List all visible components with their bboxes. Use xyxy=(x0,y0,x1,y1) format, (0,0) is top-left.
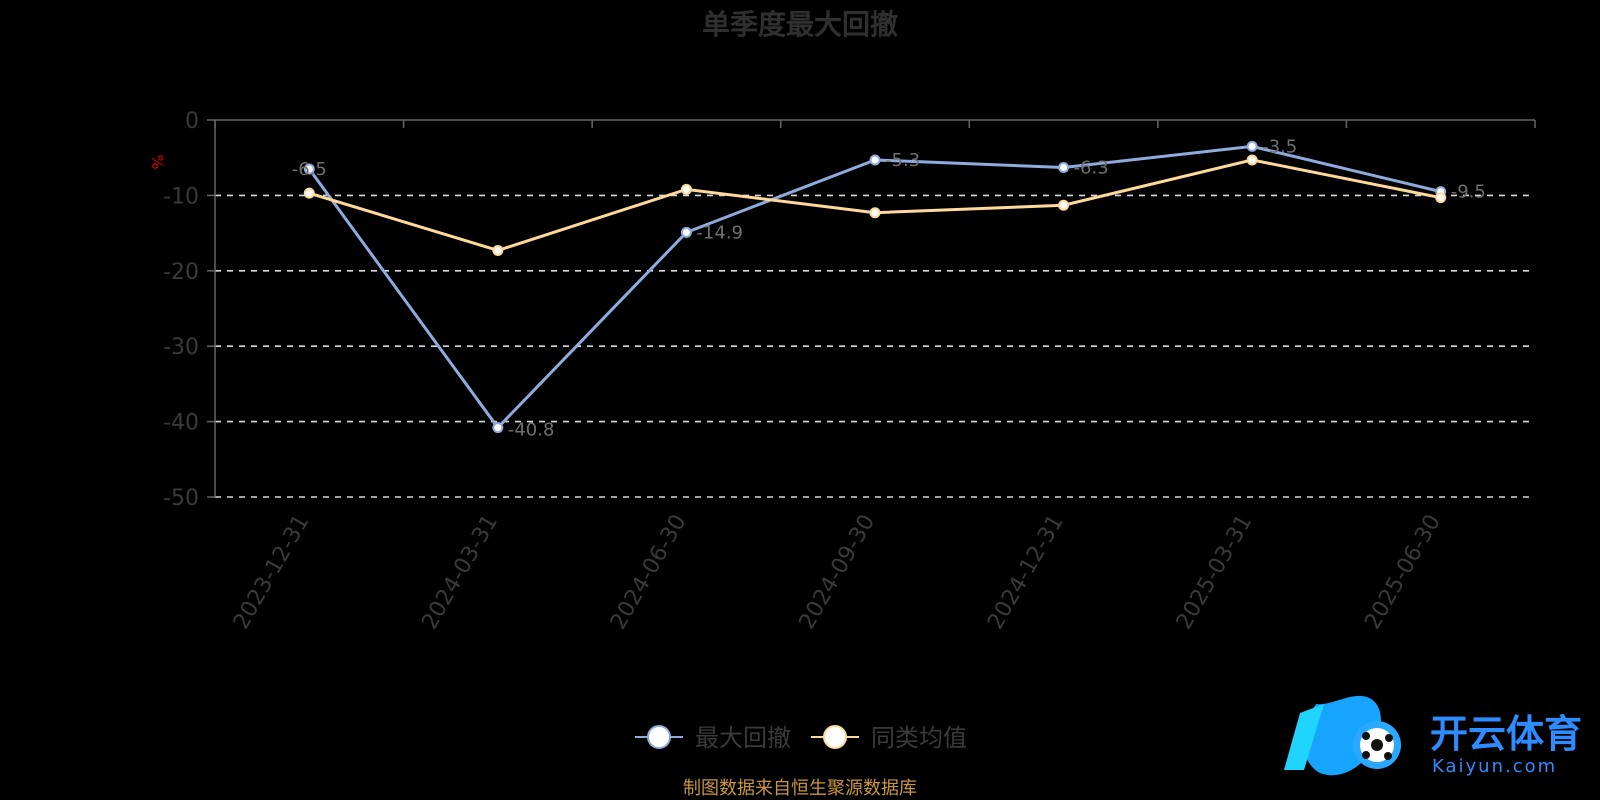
y-axis-unit: % xyxy=(148,154,167,169)
watermark-logo: 开云体育 Kaiyun.com xyxy=(1284,695,1582,777)
data-point xyxy=(869,207,881,219)
data-point xyxy=(492,422,504,434)
data-point xyxy=(869,154,881,166)
watermark-brand-cn: 开云体育 xyxy=(1430,712,1582,756)
legend-item-peer-average: 同类均值 xyxy=(811,724,967,752)
legend: 最大回撤 同类均值 xyxy=(635,724,967,752)
x-tick-label: 2024-06-30 xyxy=(606,511,692,634)
data-label: -40.8 xyxy=(508,420,555,441)
data-label: -3.5 xyxy=(1262,136,1297,157)
x-tick-label: 2025-03-31 xyxy=(1172,511,1258,634)
x-tick-label: 2024-09-30 xyxy=(795,511,881,634)
data-label: -6.3 xyxy=(1074,158,1109,179)
source-note: 制图数据来自恒生聚源数据库 xyxy=(683,778,917,799)
data-point xyxy=(303,187,315,199)
data-point xyxy=(303,163,315,175)
x-tick-label: 2024-03-31 xyxy=(417,511,503,634)
data-point xyxy=(680,183,692,195)
watermark-brand-en: Kaiyun.com xyxy=(1432,756,1557,777)
data-point xyxy=(492,244,504,256)
data-point xyxy=(1246,154,1258,166)
data-point xyxy=(1058,162,1070,174)
data-point xyxy=(1246,140,1258,152)
series-line-peer-average xyxy=(308,158,1442,253)
y-tick-label: -10 xyxy=(163,184,199,209)
y-tick-label: -20 xyxy=(163,260,199,285)
y-tick-label: 0 xyxy=(185,109,199,134)
legend-label: 同类均值 xyxy=(871,724,967,752)
legend-item-max-drawdown: 最大回撤 xyxy=(635,724,791,752)
axis-layer: 0 -10 -20 -30 -40 -50 2023-12-31 2024-03-31 2024… xyxy=(163,109,1536,634)
series-layer xyxy=(303,140,1447,434)
legend-marker xyxy=(647,725,671,749)
chart-title: 单季度最大回撤 xyxy=(702,8,898,41)
x-tick-label: 2023-12-31 xyxy=(229,511,315,634)
y-tick-label: -40 xyxy=(163,411,199,436)
y-tick-label: -50 xyxy=(163,486,199,511)
data-point xyxy=(680,226,692,238)
data-point xyxy=(1435,192,1447,204)
y-tick-label: -30 xyxy=(163,335,199,360)
x-tick-label: 2025-06-30 xyxy=(1360,511,1446,634)
legend-label: 最大回撤 xyxy=(695,724,791,752)
data-label: -5.3 xyxy=(885,150,920,171)
data-label: -9.5 xyxy=(1451,182,1486,203)
legend-marker xyxy=(823,725,847,749)
logo-mark-icon xyxy=(1284,695,1401,776)
data-label: -14.9 xyxy=(696,222,743,243)
data-label-layer: -6.5 -40.8 -14.9 -5.3 -6.3 -3.5 -9.5 xyxy=(292,136,1486,440)
grid-layer xyxy=(215,194,1535,498)
data-point xyxy=(1058,199,1070,211)
series-line-max-drawdown xyxy=(308,144,1442,430)
x-tick-label: 2024-12-31 xyxy=(983,511,1069,634)
data-label: -6.5 xyxy=(292,159,327,180)
